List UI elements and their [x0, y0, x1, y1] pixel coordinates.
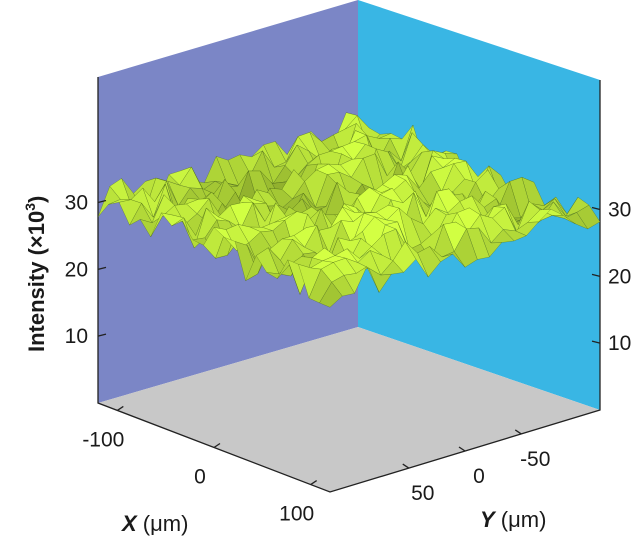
z-tick-label-left: 20 — [65, 258, 88, 281]
x-tick — [310, 480, 318, 486]
y-tick — [514, 429, 522, 435]
x-axis-title: X (μm) — [120, 511, 188, 536]
plot-box — [97, 0, 601, 493]
x-tick-label: -100 — [82, 428, 124, 451]
x-tick-label: 0 — [194, 466, 206, 489]
y-axis-title: Y (μm) — [480, 507, 546, 532]
z-tick-left — [97, 333, 107, 337]
box-edge — [97, 77, 601, 493]
x-tick — [213, 442, 221, 449]
z-tick-label-right: 10 — [608, 332, 631, 355]
z-axis-title: Intensity (×103) — [22, 196, 49, 352]
z-axis-right: 10 20 30 — [591, 199, 631, 355]
intensity-surface — [97, 112, 601, 308]
z-tick-left — [97, 199, 107, 204]
x-tick-label: 100 — [279, 503, 314, 526]
y-tick-label: -50 — [520, 448, 550, 471]
y-tick — [458, 446, 466, 452]
z-tick-label-left: 30 — [65, 192, 88, 215]
y-tick — [402, 463, 410, 469]
z-tick-left — [97, 266, 107, 270]
z-tick-label-right: 30 — [608, 199, 631, 222]
z-tick-right — [591, 273, 601, 277]
z-tick-right — [591, 206, 601, 211]
z-axis-left: 10 20 30 — [65, 192, 107, 348]
y-tick-label: 0 — [473, 465, 485, 488]
z-tick-label-right: 20 — [608, 265, 631, 288]
surface-facet — [319, 281, 343, 308]
y-axis: 50 0 -50 — [402, 429, 550, 505]
x-axis: -100 0 100 — [82, 405, 318, 526]
box-edges — [97, 77, 601, 493]
z-tick-label-left: 10 — [65, 325, 88, 348]
y-tick-label: 50 — [411, 482, 434, 505]
x-tick — [116, 405, 124, 411]
z-tick-right — [591, 340, 601, 344]
